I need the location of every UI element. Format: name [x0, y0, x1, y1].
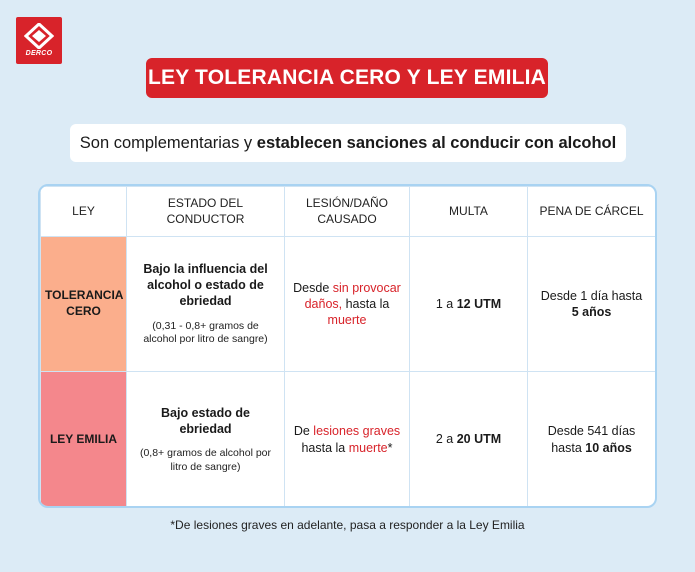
jail-text: Desde 1 día hasta	[540, 288, 643, 303]
condition-cell: Bajo la influencia del alcohol o estado …	[126, 236, 285, 372]
damage-highlight: muerte	[327, 313, 367, 328]
damage-text: Desde	[293, 280, 333, 295]
header-estado: ESTADO DEL CONDUCTOR	[126, 186, 285, 237]
damage-text: De	[293, 424, 314, 439]
jail-value: 5 años	[571, 305, 612, 319]
damage-text: hasta la	[301, 440, 349, 455]
fine-cell: 2 a 20 UTM	[409, 371, 528, 506]
jail-value: 10 años	[585, 440, 632, 455]
derco-logo: DERCO	[16, 17, 62, 64]
damage-asterisk: *	[387, 440, 393, 455]
jail-cell: Desde 541 días hasta 10 años	[527, 371, 655, 506]
fine-cell: 1 a 12 UTM	[409, 236, 528, 372]
table-header-row: LEY ESTADO DEL CONDUCTOR LESIÓN/DAÑO CAU…	[40, 186, 655, 237]
derco-logo-icon	[24, 23, 54, 49]
fine-value: 20 UTM	[456, 432, 502, 447]
damage-highlight: lesiones graves	[313, 424, 401, 439]
damage-cell: De lesiones graves hasta la muerte*	[284, 371, 410, 506]
header-ley: LEY	[40, 186, 127, 237]
table-row: LEY EMILIA Bajo estado de ebriedad (0,8+…	[40, 371, 655, 506]
damage-text: hasta la	[342, 296, 390, 311]
damage-highlight: muerte	[348, 440, 388, 455]
law-name: TOLERANCIA CERO	[40, 236, 127, 372]
logo-text: DERCO	[25, 50, 53, 57]
condition-note: (0,8+ gramos de alcohol por litro de san…	[139, 447, 272, 473]
jail-text: Desde 541 días hasta	[547, 424, 636, 455]
condition-note: (0,31 - 0,8+ gramos de alcohol por litro…	[143, 319, 268, 346]
comparison-table: LEY ESTADO DEL CONDUCTOR LESIÓN/DAÑO CAU…	[38, 184, 657, 508]
condition-main: Bajo estado de ebriedad	[161, 405, 250, 436]
footnote: *De lesiones graves en adelante, pasa a …	[170, 518, 525, 532]
condition-cell: Bajo estado de ebriedad (0,8+ gramos de …	[126, 371, 285, 506]
damage-cell: Desde sin provocar daños, hasta la muert…	[284, 236, 410, 372]
page-subtitle: Son complementarias y establecen sancion…	[70, 124, 626, 162]
header-lesion: LESIÓN/DAÑO CAUSADO	[284, 186, 410, 237]
header-multa: MULTA	[409, 186, 528, 237]
table-row: TOLERANCIA CERO Bajo la influencia del a…	[40, 236, 655, 372]
page-title: LEY TOLERANCIA CERO Y LEY EMILIA	[146, 58, 548, 98]
jail-cell: Desde 1 día hasta 5 años	[527, 236, 655, 372]
fine-value: 12 UTM	[456, 296, 502, 311]
fine-text: 2 a	[435, 432, 457, 447]
condition-main: Bajo la influencia del alcohol o estado …	[143, 261, 268, 309]
law-name: LEY EMILIA	[40, 371, 127, 506]
subtitle-plain: Son complementarias y	[79, 134, 257, 152]
fine-text: 1 a	[435, 296, 457, 311]
subtitle-bold: establecen sanciones al conducir con alc…	[256, 134, 617, 152]
header-pena: PENA DE CÁRCEL	[527, 186, 655, 237]
damage-highlight: sin provocar daños,	[304, 280, 401, 311]
